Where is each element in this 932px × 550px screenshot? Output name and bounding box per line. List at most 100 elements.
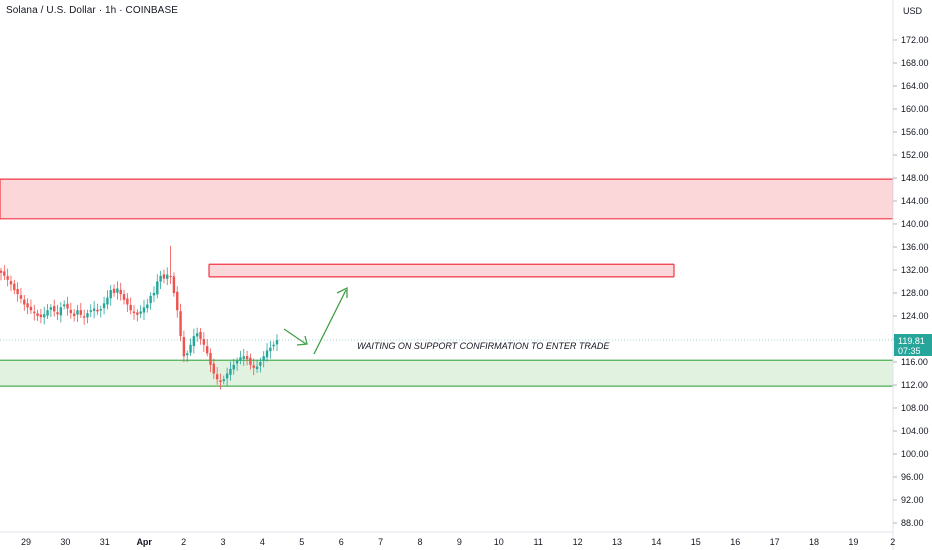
candle-body: [119, 289, 122, 295]
candle-body: [76, 310, 79, 315]
candle-body: [66, 303, 69, 309]
candle-body: [169, 275, 172, 277]
candle-body: [122, 294, 126, 300]
price-tick-label: 132.00: [901, 265, 929, 275]
candle-body: [142, 307, 146, 313]
time-tick-label: 31: [100, 537, 110, 547]
candle-body: [212, 363, 216, 374]
candle-body: [92, 308, 96, 311]
price-tick-label: 116.00: [901, 357, 928, 367]
candle-body: [156, 281, 159, 295]
price-axis-panel: [893, 0, 932, 550]
candle-body: [13, 283, 16, 291]
candle-body: [49, 307, 53, 310]
candle-body: [225, 373, 229, 379]
price-tick-label: 92.00: [901, 495, 924, 505]
time-tick-label: 6: [339, 537, 344, 547]
price-tick-label: 140.00: [901, 219, 929, 229]
candle-body: [209, 352, 212, 365]
price-tick-label: 148.00: [901, 173, 929, 183]
candle-body: [82, 316, 86, 318]
candle-body: [146, 304, 149, 309]
price-tick-label: 168.00: [901, 58, 929, 68]
price-tick-label: 108.00: [901, 403, 929, 413]
time-tick-label: 2: [181, 537, 186, 547]
candle-body: [109, 290, 112, 299]
candle-body: [102, 303, 106, 309]
zones-layer: [0, 178, 894, 387]
time-tick-label: 10: [494, 537, 504, 547]
candle-body: [6, 276, 9, 280]
candle-body: [205, 346, 209, 354]
trade-annotation: WAITING ON SUPPORT CONFIRMATION TO ENTER…: [357, 341, 610, 351]
time-tick-label: 15: [691, 537, 701, 547]
candle-body: [36, 313, 39, 316]
projection-arrow-up-head: [336, 286, 348, 298]
candle-body: [129, 304, 132, 311]
candle-body: [249, 357, 252, 365]
candle-body: [79, 310, 83, 315]
candle-body: [219, 380, 222, 383]
price-tick-label: 96.00: [901, 472, 924, 482]
time-tick-label: 9: [457, 537, 462, 547]
time-tick-label: Apr: [136, 537, 152, 547]
price-label: 119.81 07:35: [894, 334, 932, 356]
candle-body: [29, 306, 33, 311]
candle-body: [39, 314, 43, 318]
candle-body: [112, 288, 116, 293]
candle-body: [96, 309, 99, 312]
candle-body: [149, 295, 152, 304]
time-tick-label: 7: [378, 537, 383, 547]
price-tick-label: 160.00: [901, 104, 929, 114]
candle-body: [43, 314, 46, 318]
candle-body: [186, 353, 189, 356]
candle-body: [252, 365, 255, 368]
resistance-zone-lower: [209, 264, 674, 277]
price-label-box: [894, 334, 932, 356]
price-tick-label: 136.00: [901, 242, 929, 252]
candle-body: [0, 270, 3, 273]
candle-body: [179, 311, 182, 337]
candle-body: [159, 275, 162, 282]
candle-body: [126, 298, 129, 305]
candle-body: [136, 312, 139, 315]
candle-body: [116, 288, 119, 293]
candle-body: [89, 310, 92, 312]
time-axis-ticks: 29 30 31 Apr 2 3 4 5 6 7 8 9 10 11 12 13 14 15 16 17 18 19 2: [21, 537, 895, 547]
candle-body: [33, 311, 36, 314]
price-label-value: 119.81: [898, 336, 925, 346]
price-tick-label: 164.00: [901, 81, 929, 91]
time-tick-label: 12: [573, 537, 583, 547]
time-tick-label: 17: [770, 537, 780, 547]
price-tick-label: 112.00: [901, 380, 928, 390]
time-tick-label: 18: [809, 537, 819, 547]
resistance-zone-upper: [0, 179, 893, 219]
candle-body: [59, 307, 63, 316]
candle-body: [215, 374, 219, 380]
projection-arrow-down-head: [296, 335, 308, 346]
candle-body: [202, 339, 206, 345]
candle-body: [272, 344, 275, 347]
candle-body: [86, 313, 89, 318]
projection-arrow-down-leg: [283, 328, 307, 345]
candle-body: [259, 362, 262, 366]
time-tick-label: 5: [299, 537, 304, 547]
candle-body: [166, 274, 169, 279]
candle-body: [275, 340, 279, 345]
support-zone: [0, 360, 893, 387]
time-tick-label: 14: [651, 537, 661, 547]
time-tick-label: 19: [848, 537, 858, 547]
candle-body: [269, 347, 272, 352]
price-tick-label: 100.00: [901, 449, 929, 459]
time-tick-label: 16: [730, 537, 740, 547]
time-tick-label: 30: [60, 537, 70, 547]
price-tick-label: 156.00: [901, 127, 929, 137]
candle-body: [26, 303, 29, 308]
time-tick-label: 11: [534, 537, 543, 547]
candle-body: [172, 276, 176, 293]
candle-body: [235, 360, 239, 364]
candle-body: [139, 311, 142, 314]
candle-body: [242, 356, 245, 359]
